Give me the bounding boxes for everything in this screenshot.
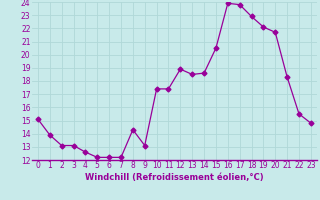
X-axis label: Windchill (Refroidissement éolien,°C): Windchill (Refroidissement éolien,°C) bbox=[85, 173, 264, 182]
